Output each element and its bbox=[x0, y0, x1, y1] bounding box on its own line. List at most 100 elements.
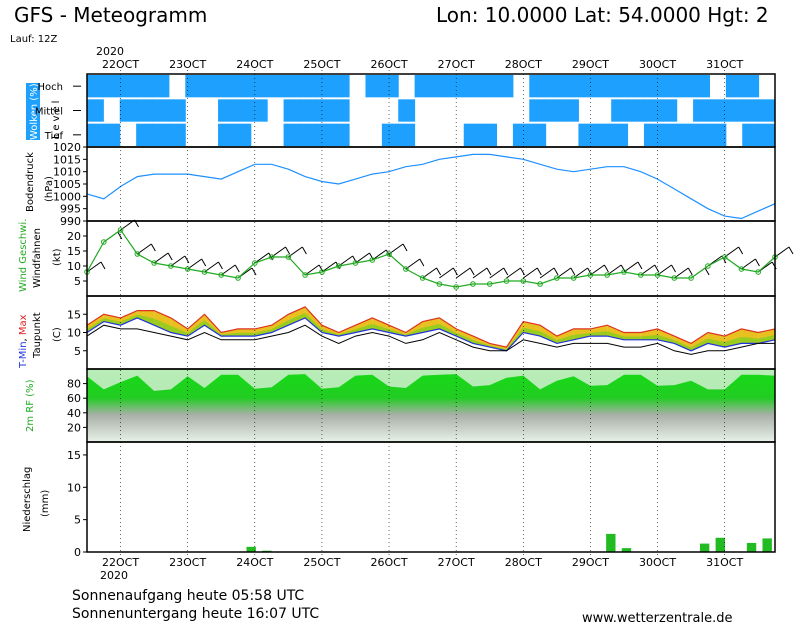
wind-barb bbox=[204, 261, 219, 273]
precip-ytick-label: 10 bbox=[67, 481, 81, 494]
precip-bar bbox=[246, 546, 256, 552]
wind-barb-flag bbox=[352, 255, 358, 264]
cloud-cell-mittel bbox=[562, 99, 579, 122]
cloud-cell-mittel bbox=[693, 99, 710, 122]
wind-barb bbox=[523, 267, 538, 279]
year-bottom: 2020 bbox=[100, 569, 128, 582]
wind-barb-flag bbox=[671, 264, 676, 273]
day-label-bottom: 30OCT bbox=[639, 556, 676, 569]
day-label-bottom: 27OCT bbox=[438, 556, 475, 569]
cloud-cell-hoch bbox=[480, 75, 498, 98]
cloud-cell-tief bbox=[578, 123, 596, 146]
precip-bar bbox=[762, 538, 772, 552]
cloud-cell-mittel bbox=[758, 99, 776, 122]
cloud-cell-hoch bbox=[496, 75, 514, 98]
cloud-cell-mittel bbox=[545, 99, 563, 122]
cloud-cell-tief bbox=[611, 123, 629, 146]
day-label-top: 24OCT bbox=[236, 58, 273, 71]
pressure-ytick-label: 990 bbox=[60, 215, 81, 228]
cloud-cell-hoch bbox=[660, 75, 678, 98]
cloud-cell-tief bbox=[103, 123, 121, 146]
wind-barb bbox=[422, 267, 437, 279]
wind-ytick-label: 5 bbox=[74, 275, 81, 288]
wind-ytick-label: 20 bbox=[67, 230, 81, 243]
wind-speed-point bbox=[201, 269, 208, 275]
cloud-cell-hoch bbox=[611, 75, 629, 98]
cloud-cell-hoch bbox=[316, 75, 334, 98]
wind-barb-flag bbox=[100, 261, 106, 270]
day-label-top: 29OCT bbox=[572, 58, 609, 71]
wind-barb bbox=[254, 252, 270, 264]
cloud-cell-hoch bbox=[643, 75, 661, 98]
temp-unit: (C) bbox=[52, 327, 63, 342]
wind-speed-point bbox=[688, 275, 694, 281]
temp-ytick-label: 15 bbox=[67, 308, 81, 321]
day-label-bottom: 28OCT bbox=[505, 556, 542, 569]
wind-speed-point bbox=[302, 272, 308, 278]
cloud-cell-tief bbox=[398, 123, 416, 146]
wind-barb bbox=[388, 243, 404, 255]
temp-band-lower bbox=[221, 332, 239, 337]
wind-barb bbox=[506, 267, 521, 279]
temp-min-line bbox=[86, 317, 776, 352]
cloud-cell-mittel bbox=[709, 99, 727, 122]
temp-band-lower bbox=[87, 318, 104, 333]
pressure-ytick-label: 1020 bbox=[53, 141, 81, 154]
wind-barb-flag bbox=[469, 267, 475, 276]
wind-speed-point bbox=[554, 275, 560, 281]
precip-bar bbox=[621, 548, 632, 552]
cloud-cell-tief bbox=[87, 123, 104, 146]
temp-band-lower bbox=[389, 329, 406, 337]
wind-barb-flag bbox=[285, 246, 291, 255]
temp-band-lower bbox=[540, 331, 557, 344]
cloud-cell-hoch bbox=[578, 75, 596, 98]
wind-barb-flag bbox=[318, 264, 324, 273]
wind-unit: (kt) bbox=[52, 248, 63, 266]
rh-area bbox=[87, 374, 775, 442]
cloud-cell-mittel bbox=[136, 99, 154, 122]
pressure-line bbox=[86, 153, 776, 220]
website-text: www.wetterzentrale.de bbox=[582, 611, 732, 625]
cloud-cell-tief bbox=[480, 123, 498, 146]
cloud-cell-mittel bbox=[725, 99, 743, 122]
dewpoint-line bbox=[86, 324, 775, 355]
wind-speed-point bbox=[235, 275, 241, 281]
cloud-cell-tief bbox=[381, 123, 399, 146]
year-top: 2020 bbox=[96, 45, 124, 58]
model-run: Lauf: 12Z bbox=[10, 34, 57, 45]
cloud-cell-tief bbox=[594, 123, 612, 146]
clouds-label: Wolken (%) bbox=[26, 83, 40, 140]
wind-ytick-label: 15 bbox=[67, 245, 81, 258]
wind-barb-flag bbox=[369, 252, 374, 261]
wind-speed-line bbox=[86, 229, 776, 288]
wind-barb-flag bbox=[117, 231, 123, 240]
cloud-cell-hoch bbox=[463, 75, 481, 98]
wind-speed-point bbox=[151, 260, 157, 266]
wind-ytick-label: 10 bbox=[67, 260, 81, 273]
wind-speed-point bbox=[637, 272, 644, 278]
rh-ytick-label: 60 bbox=[67, 392, 81, 405]
precip-ytick-label: 15 bbox=[67, 449, 81, 462]
wind-speed-point bbox=[654, 272, 661, 278]
cloud-cell-hoch bbox=[447, 75, 465, 98]
cloud-cell-mittel bbox=[660, 99, 678, 122]
pressure-frame bbox=[86, 146, 776, 222]
wind-speed-point bbox=[168, 263, 174, 269]
cloud-cell-mittel bbox=[218, 99, 235, 122]
cloud-cell-hoch bbox=[299, 75, 317, 98]
temp-band-lower bbox=[623, 336, 641, 340]
location-coords: Lon: 10.0000 Lat: 54.0000 Hgt: 2 bbox=[436, 3, 769, 27]
temp-band-lower bbox=[573, 332, 591, 340]
temp-band-lower bbox=[707, 338, 725, 348]
temp-max-line bbox=[86, 306, 776, 348]
cloud-cell-mittel bbox=[627, 99, 645, 122]
wind-speed-point bbox=[268, 254, 275, 260]
day-label-top: 30OCT bbox=[639, 58, 676, 71]
cloud-cell-mittel bbox=[168, 99, 186, 122]
cloud-cell-tief bbox=[234, 123, 252, 146]
wind-speed-point bbox=[436, 281, 443, 287]
wind-barb bbox=[304, 264, 320, 276]
wind-speed-point bbox=[352, 260, 359, 266]
pressure-unit: (hPa) bbox=[44, 176, 55, 202]
wind-speed-point bbox=[117, 227, 124, 233]
